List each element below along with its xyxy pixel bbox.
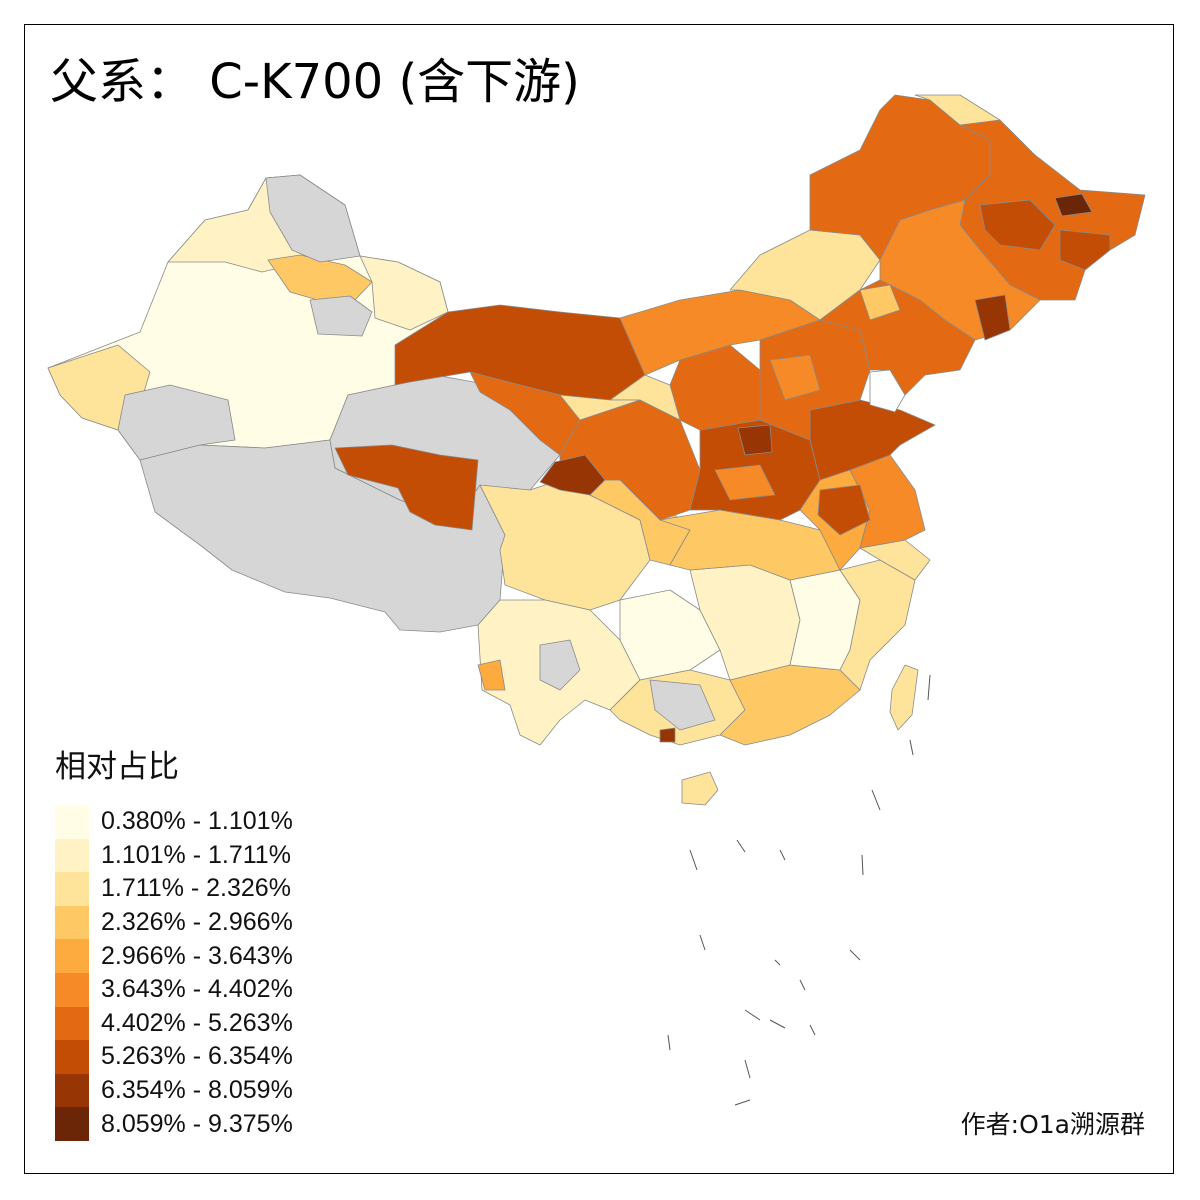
region-yunnan-gray: [539, 639, 581, 691]
legend-label: 6.354% - 8.059%: [101, 1076, 293, 1105]
region-inner-mongolia-east: [729, 229, 881, 321]
region-liaoning: [819, 279, 976, 396]
legend-swatch: [55, 1040, 89, 1074]
region-xinjiang-gray-c: [117, 384, 236, 461]
legend-label: 1.101% - 1.711%: [101, 840, 291, 869]
region-hunan: [689, 564, 801, 681]
legend: 相对占比 0.380% - 1.101% 1.101% - 1.711% 1.711…: [55, 752, 293, 1141]
legend-swatch: [55, 939, 89, 973]
region-xinjiang-gray-a: [265, 174, 361, 263]
region-guizhou: [619, 589, 721, 681]
legend-label: 1.711% - 2.326%: [101, 874, 291, 903]
region-henan-orange: [714, 464, 776, 501]
legend-swatch: [55, 838, 89, 873]
region-jiangsu-dark: [817, 484, 871, 536]
legend-item: 1.711% - 2.326%: [55, 872, 293, 906]
region-yunnan-orange: [477, 659, 506, 691]
legend-title: 相对占比: [55, 749, 179, 785]
region-henan-dark: [737, 424, 773, 456]
author-credit: 作者:O1a溯源群: [960, 1110, 1145, 1139]
legend-swatch: [55, 905, 89, 940]
legend-item: 1.101% - 1.711%: [55, 838, 293, 873]
legend-label: 4.402% - 5.263%: [101, 1008, 293, 1037]
legend-label: 2.966% - 3.643%: [101, 941, 293, 970]
legend-label: 8.059% - 9.375%: [101, 1109, 293, 1138]
region-qinghai-brown: [334, 444, 479, 531]
region-xinjiang-east: [359, 255, 449, 331]
legend-item: 0.380% - 1.101%: [55, 805, 293, 839]
legend-swatch: [55, 972, 89, 1007]
region-jilin-dark: [974, 294, 1011, 341]
south-sea-islands: [667, 674, 931, 1106]
legend-swatch: [55, 1006, 89, 1041]
legend-item: 2.326% - 2.966%: [55, 905, 293, 940]
legend-swatch: [55, 872, 89, 906]
region-hebei-orange: [769, 354, 821, 401]
legend-swatch: [55, 805, 89, 839]
region-heilongjiang-dark: [1054, 193, 1093, 217]
region-hk-dark: [659, 727, 676, 743]
legend-label: 2.326% - 2.966%: [101, 908, 293, 937]
map-title: 父系： C-K700 (含下游): [50, 54, 580, 110]
legend-item: 4.402% - 5.263%: [55, 1006, 293, 1041]
region-taiwan: [889, 664, 919, 731]
region-inner-mongolia-mid: [619, 289, 821, 376]
legend-item: 5.263% - 6.354%: [55, 1040, 293, 1074]
region-shaanxi-dark: [539, 454, 606, 496]
region-hainan: [681, 771, 719, 806]
legend-items: 0.380% - 1.101% 1.101% - 1.711% 1.711% - 2…: [55, 805, 293, 1141]
region-heilongjiang-east: [1059, 229, 1111, 271]
legend-item: 8.059% - 9.375%: [55, 1107, 293, 1141]
legend-swatch: [55, 1073, 89, 1108]
region-guangxi-gray: [649, 679, 716, 731]
region-inner-mongolia-west: [559, 394, 641, 421]
legend-item: 3.643% - 4.402%: [55, 972, 293, 1007]
region-heilongjiang-brown: [979, 199, 1056, 251]
legend-label: 3.643% - 4.402%: [101, 975, 293, 1004]
region-xinjiang-gray-b: [309, 295, 373, 337]
bohai-sea: [869, 369, 906, 413]
legend-swatch: [55, 1107, 89, 1141]
legend-item: 6.354% - 8.059%: [55, 1073, 293, 1108]
legend-label: 5.263% - 6.354%: [101, 1042, 293, 1071]
legend-label: 0.380% - 1.101%: [101, 807, 293, 836]
legend-item: 2.966% - 3.643%: [55, 939, 293, 973]
region-liaoning-pale: [859, 284, 901, 321]
